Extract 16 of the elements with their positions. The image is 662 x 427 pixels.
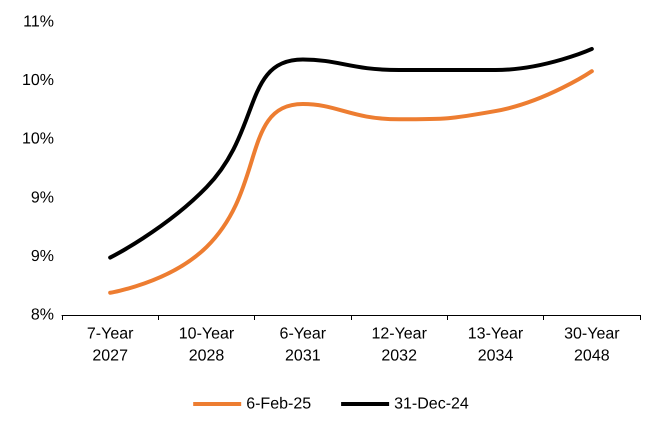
x-tick-label: 12-Year 2032 [371, 326, 428, 364]
line-series [108, 69, 594, 295]
y-tick-label: 8% [30, 306, 54, 324]
x-tick-label: 7-Year 2027 [86, 326, 134, 364]
legend-label: 6-Feb-25 [246, 396, 312, 412]
x-tick-label: 30-Year 2048 [564, 326, 620, 364]
x-tick-label: 6-Year 2031 [280, 326, 327, 364]
x-tick-label: 10-Year 2028 [178, 326, 235, 364]
y-tick-label: 9% [30, 189, 54, 206]
y-tick-label: 10% [22, 72, 54, 90]
x-tick-label: 13-Year 2034 [468, 326, 524, 364]
line-series [108, 46, 594, 260]
legend-label: 31-Dec-24 [394, 396, 469, 412]
y-tick-label: 11% [23, 14, 54, 30]
y-tick-label: 9% [30, 248, 54, 265]
y-tick-label: 10% [22, 130, 54, 148]
